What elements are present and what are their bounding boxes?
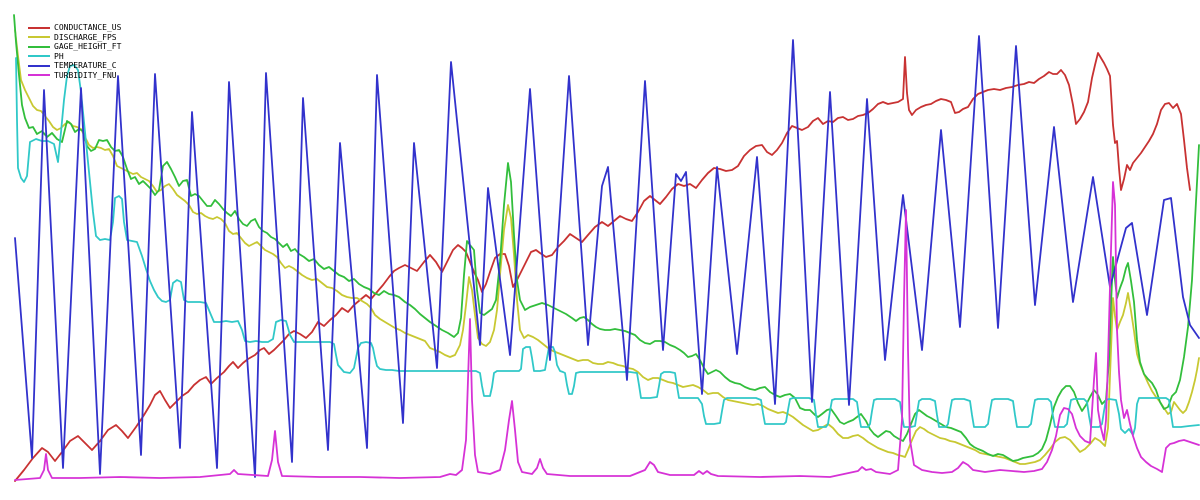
legend-swatch-conductance_us bbox=[28, 26, 50, 29]
legend-item: DISCHARGE_FPS bbox=[28, 33, 121, 43]
legend-label: PH bbox=[54, 51, 64, 61]
series-line-temperature_c bbox=[14, 35, 1200, 478]
legend: CONDUCTANCE_US DISCHARGE_FPS GAGE_HEIGHT_F… bbox=[28, 23, 121, 80]
series-line-ph bbox=[15, 57, 1200, 436]
legend-label: TEMPERATURE_C bbox=[54, 61, 117, 71]
legend-label: TURBIDITY_FNU bbox=[54, 70, 117, 80]
series-line-discharge_fps bbox=[14, 29, 1200, 465]
series-line-turbidity_fnu bbox=[14, 181, 1200, 481]
legend-item: TURBIDITY_FNU bbox=[28, 71, 121, 81]
legend-swatch-temperature_c bbox=[28, 64, 50, 67]
legend-label: CONDUCTANCE_US bbox=[54, 23, 122, 33]
legend-swatch-gage_height_ft bbox=[28, 45, 50, 48]
legend-label: DISCHARGE_FPS bbox=[54, 32, 117, 42]
legend-label: GAGE_HEIGHT_FT bbox=[54, 42, 122, 52]
series-line-gage_height_ft bbox=[13, 14, 1200, 462]
legend-item: CONDUCTANCE_US bbox=[28, 23, 121, 33]
legend-swatch-turbidity_fnu bbox=[28, 74, 50, 77]
legend-swatch-discharge_fps bbox=[28, 36, 50, 39]
legend-item: GAGE_HEIGHT_FT bbox=[28, 42, 121, 52]
legend-item: TEMPERATURE_C bbox=[28, 61, 121, 71]
legend-swatch-ph bbox=[28, 55, 50, 58]
legend-item: PH bbox=[28, 52, 121, 62]
